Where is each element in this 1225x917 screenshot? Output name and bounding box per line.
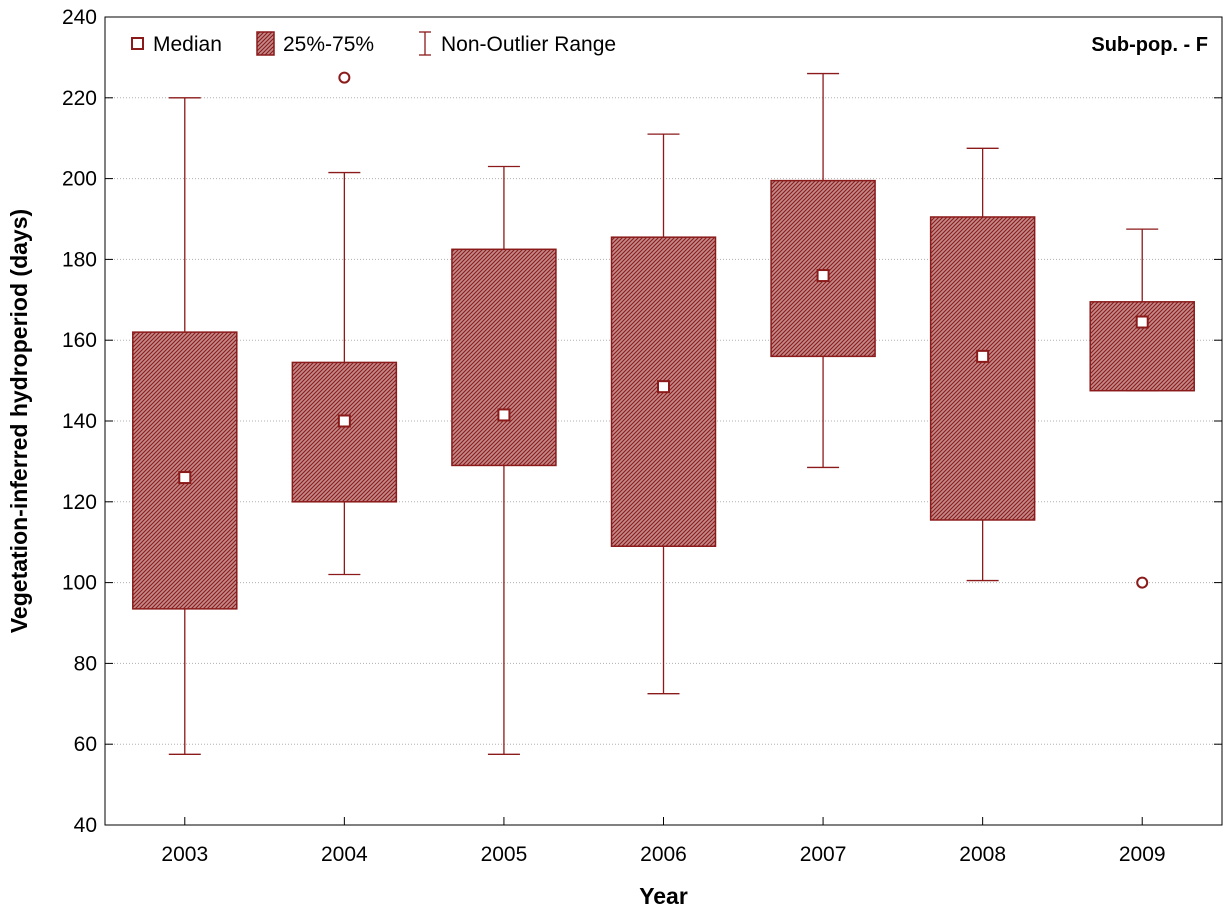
iqr-box-2003 — [132, 331, 238, 610]
median-marker-2003 — [178, 471, 192, 485]
x-tick-label-2006: 2006 — [640, 843, 687, 866]
boxes-layer — [132, 71, 1195, 755]
y-tick-label-60: 60 — [74, 733, 97, 756]
y-tick-label-220: 220 — [62, 87, 97, 110]
legend: Median 25%-75% Non-Outlier Range — [131, 31, 616, 56]
x-tick-label-2005: 2005 — [481, 843, 528, 866]
x-tick-label-2003: 2003 — [161, 843, 208, 866]
x-tick-label-2008: 2008 — [959, 843, 1006, 866]
y-tick-label-140: 140 — [62, 410, 97, 433]
x-axis-ticks: 2003 2004 2005 2006 2007 2008 2009 — [161, 817, 1166, 866]
y-tick-label-40: 40 — [74, 814, 97, 837]
y-tick-label-180: 180 — [62, 248, 97, 271]
y-tick-label-200: 200 — [62, 168, 97, 191]
y-axis-ticks: 40 60 80 100 120 140 160 180 200 220 240 — [62, 6, 1222, 837]
legend-range-label: Non-Outlier Range — [441, 33, 616, 56]
x-tick-label-2009: 2009 — [1119, 843, 1166, 866]
box-group-2008 — [929, 147, 1036, 582]
legend-iqr-label: 25%-75% — [283, 33, 374, 56]
legend-whisker-marker — [419, 31, 431, 56]
x-tick-label-2007: 2007 — [800, 843, 847, 866]
box-group-2007 — [770, 72, 876, 469]
legend-median-marker — [131, 37, 144, 50]
outlier-2009-0 — [1136, 576, 1149, 589]
y-tick-label-120: 120 — [62, 491, 97, 514]
legend-median-label: Median — [153, 33, 222, 56]
median-marker-2007 — [816, 269, 830, 283]
y-tick-label-100: 100 — [62, 572, 97, 595]
legend-box-marker — [256, 31, 275, 56]
box-group-2009 — [1089, 228, 1195, 589]
iqr-box-2007 — [770, 179, 876, 358]
iqr-box-2008 — [929, 216, 1036, 521]
median-marker-2006 — [657, 380, 670, 394]
box-group-2003 — [132, 97, 238, 755]
y-tick-label-80: 80 — [74, 652, 97, 675]
median-marker-2008 — [976, 349, 990, 363]
y-tick-label-160: 160 — [62, 329, 97, 352]
iqr-box-2009 — [1089, 301, 1195, 392]
iqr-box-2005 — [451, 248, 557, 467]
outlier-2004-0 — [338, 71, 351, 84]
box-group-2004 — [291, 71, 398, 576]
box-group-2005 — [451, 165, 557, 755]
median-marker-2005 — [497, 408, 511, 422]
y-axis-title: Vegetation-inferred hydroperiod (days) — [6, 209, 32, 633]
x-axis-title: Year — [639, 883, 688, 909]
box-group-2006 — [610, 133, 717, 695]
median-marker-2009 — [1135, 315, 1149, 329]
y-tick-label-240: 240 — [62, 6, 97, 29]
iqr-box-2004 — [291, 361, 398, 503]
panel-label: Sub-pop. - F — [1091, 34, 1208, 56]
x-tick-label-2004: 2004 — [321, 843, 368, 866]
median-marker-2004 — [337, 414, 351, 428]
